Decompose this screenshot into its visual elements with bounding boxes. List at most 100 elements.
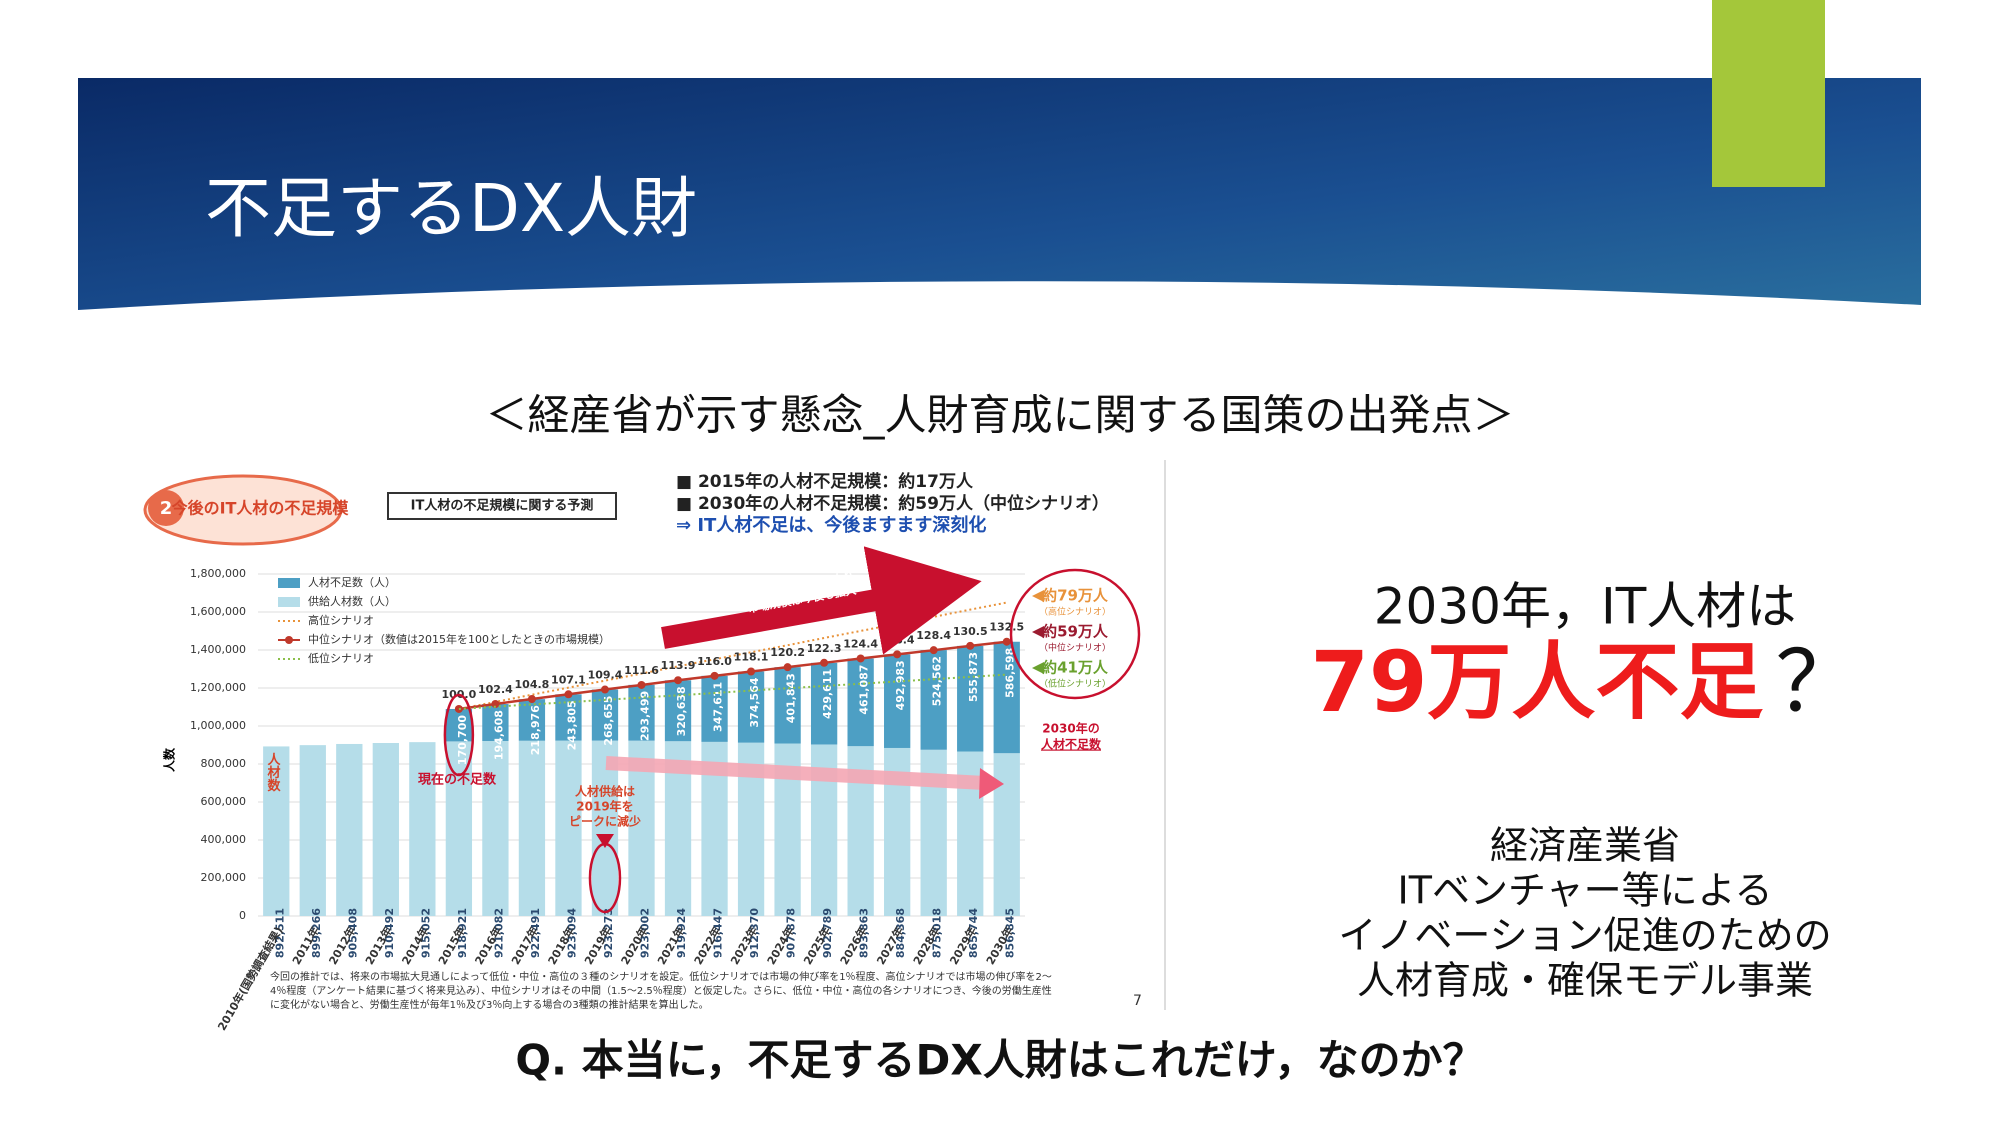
- bar: [409, 742, 436, 916]
- line-marker: [674, 676, 683, 685]
- value-label: 293,499: [639, 691, 652, 741]
- bar: [591, 689, 619, 741]
- claim-highlight: 79万人不足: [1311, 633, 1764, 731]
- bar: [847, 658, 874, 747]
- legend-swatch: [278, 597, 300, 607]
- line-label: 109.4: [588, 669, 623, 682]
- line-label: 107.1: [551, 673, 586, 686]
- badge-text: 今後のIT人材の不足規模: [171, 499, 350, 518]
- bar: [482, 704, 509, 741]
- callout-arrow: [1032, 626, 1044, 638]
- y-tick-label: 1,800,000: [190, 567, 246, 580]
- value-label: 865,744: [967, 908, 980, 958]
- value-label: 875,018: [931, 908, 944, 958]
- line-label: 132.5: [989, 621, 1024, 634]
- bar: [957, 645, 984, 752]
- annotation: 2019年を: [576, 799, 633, 814]
- source-line: ITベンチャー等による: [1398, 869, 1773, 913]
- line-label: 130.5: [953, 625, 988, 638]
- value-label: 919,924: [675, 908, 688, 958]
- legend-swatch: [278, 578, 300, 588]
- callout: 約59万人: [1042, 623, 1109, 641]
- line-marker: [783, 663, 792, 672]
- value-label: 907,878: [785, 908, 798, 958]
- y-axis-label: 人数: [162, 747, 177, 772]
- banner: [78, 78, 1921, 310]
- line-marker: [491, 700, 500, 709]
- callout-circle: [1009, 568, 1141, 700]
- legend-label: 中位シナリオ（数値は2015年を100としたときの市場規模）: [308, 632, 610, 646]
- value-label: 923,002: [639, 908, 652, 958]
- bullet: ■ 2015年の人材不足規模：約17万人: [676, 471, 974, 492]
- question: Q. 本当に，不足するDX人財はこれだけ，なのか？: [515, 1036, 1484, 1085]
- y-tick-label: 200,000: [201, 871, 247, 884]
- footnote: 4％程度（アンケート結果に基づく将来見込み）、中位シナリオはその中間（1.5～2…: [270, 984, 1052, 997]
- source-line: 経済産業省: [1490, 824, 1680, 868]
- value-label: 923,273: [602, 908, 615, 958]
- value-label: 268,655: [602, 696, 615, 746]
- y-tick-label: 1,400,000: [190, 643, 246, 656]
- bar: [737, 671, 765, 743]
- value-label: 856,845: [1004, 908, 1017, 958]
- footnote: 今回の推計では、将来の市場拡大見通しによって低位・中位・高位の３種のシナリオを設…: [270, 970, 1052, 983]
- value-label: 910,492: [383, 908, 396, 958]
- value-label: 923,094: [565, 908, 578, 958]
- callout: 約79万人: [1042, 587, 1109, 605]
- callout-arrow: [1032, 590, 1044, 602]
- value-label: 194,608: [492, 710, 505, 760]
- value-label: 922,491: [529, 908, 542, 958]
- line-marker: [600, 685, 609, 694]
- line-label: 118.1: [734, 651, 769, 664]
- value-label: 461,087: [858, 665, 871, 715]
- claim-line: 2030年，IT人材は: [1374, 578, 1797, 636]
- line-marker: [710, 671, 719, 680]
- trend-arrow: [661, 546, 982, 655]
- line-marker: [820, 658, 829, 667]
- callout-note: （高位シナリオ）: [1039, 606, 1111, 618]
- y-tick-label: 400,000: [201, 833, 247, 846]
- value-label: 170,700: [456, 715, 469, 765]
- chart: 0 200,000 400,000 600,000 800,000 1,000,000 1,…: [162, 546, 1141, 1033]
- legend-marker: [285, 636, 293, 644]
- line-marker: [527, 695, 536, 704]
- line-label: 113.9: [661, 659, 696, 672]
- footnote: に変化がない場合と、労働生産性が毎年1％及び3％向上する場合の3種類の推計結果を…: [270, 998, 709, 1011]
- bar: [372, 743, 399, 916]
- value-label: 243,805: [565, 700, 578, 750]
- peak-marker: [595, 834, 614, 848]
- line-marker: [893, 650, 902, 659]
- bar: [445, 708, 473, 742]
- value-label: 401,843: [785, 673, 798, 723]
- line-marker: [856, 654, 865, 663]
- value-label: 899,266: [310, 908, 323, 958]
- legend-label: 供給人材数（人）: [308, 594, 396, 608]
- value-label: 347,611: [712, 682, 725, 732]
- callout: 約41万人: [1042, 659, 1109, 677]
- subtitle: ＜経産省が示す懸念_人財育成に関する国策の出発点＞: [485, 391, 1514, 440]
- bar: [810, 662, 838, 745]
- value-label: 902,789: [821, 908, 834, 958]
- value-label: 429,611: [821, 669, 834, 719]
- value-label: 374,564: [748, 677, 761, 727]
- callout-arrow: [1032, 662, 1044, 674]
- source-line: イノベーション促進のための: [1338, 914, 1831, 958]
- highlight: [588, 842, 622, 914]
- value-label: 905,408: [346, 908, 359, 958]
- badge-number: 2: [160, 498, 173, 519]
- bar: [518, 699, 546, 741]
- line-label: 126.4: [880, 633, 915, 646]
- line-marker: [929, 646, 938, 655]
- bar: [701, 675, 728, 742]
- callout-note: （低位シナリオ）: [1039, 678, 1111, 690]
- annotation: 現在の不足数: [418, 772, 497, 788]
- line-marker: [637, 680, 646, 689]
- line-label: 104.8: [515, 678, 550, 691]
- y-tick-label: 1,600,000: [190, 605, 246, 618]
- highlight: [443, 693, 475, 777]
- supply-arrow: [605, 756, 986, 790]
- supply-arrowhead: [979, 768, 1004, 799]
- annotation: 人材供給は: [575, 784, 635, 799]
- annotation: 2030年の: [1042, 721, 1099, 736]
- line-label: 120.2: [770, 646, 805, 659]
- y-tick-label: 800,000: [201, 757, 247, 770]
